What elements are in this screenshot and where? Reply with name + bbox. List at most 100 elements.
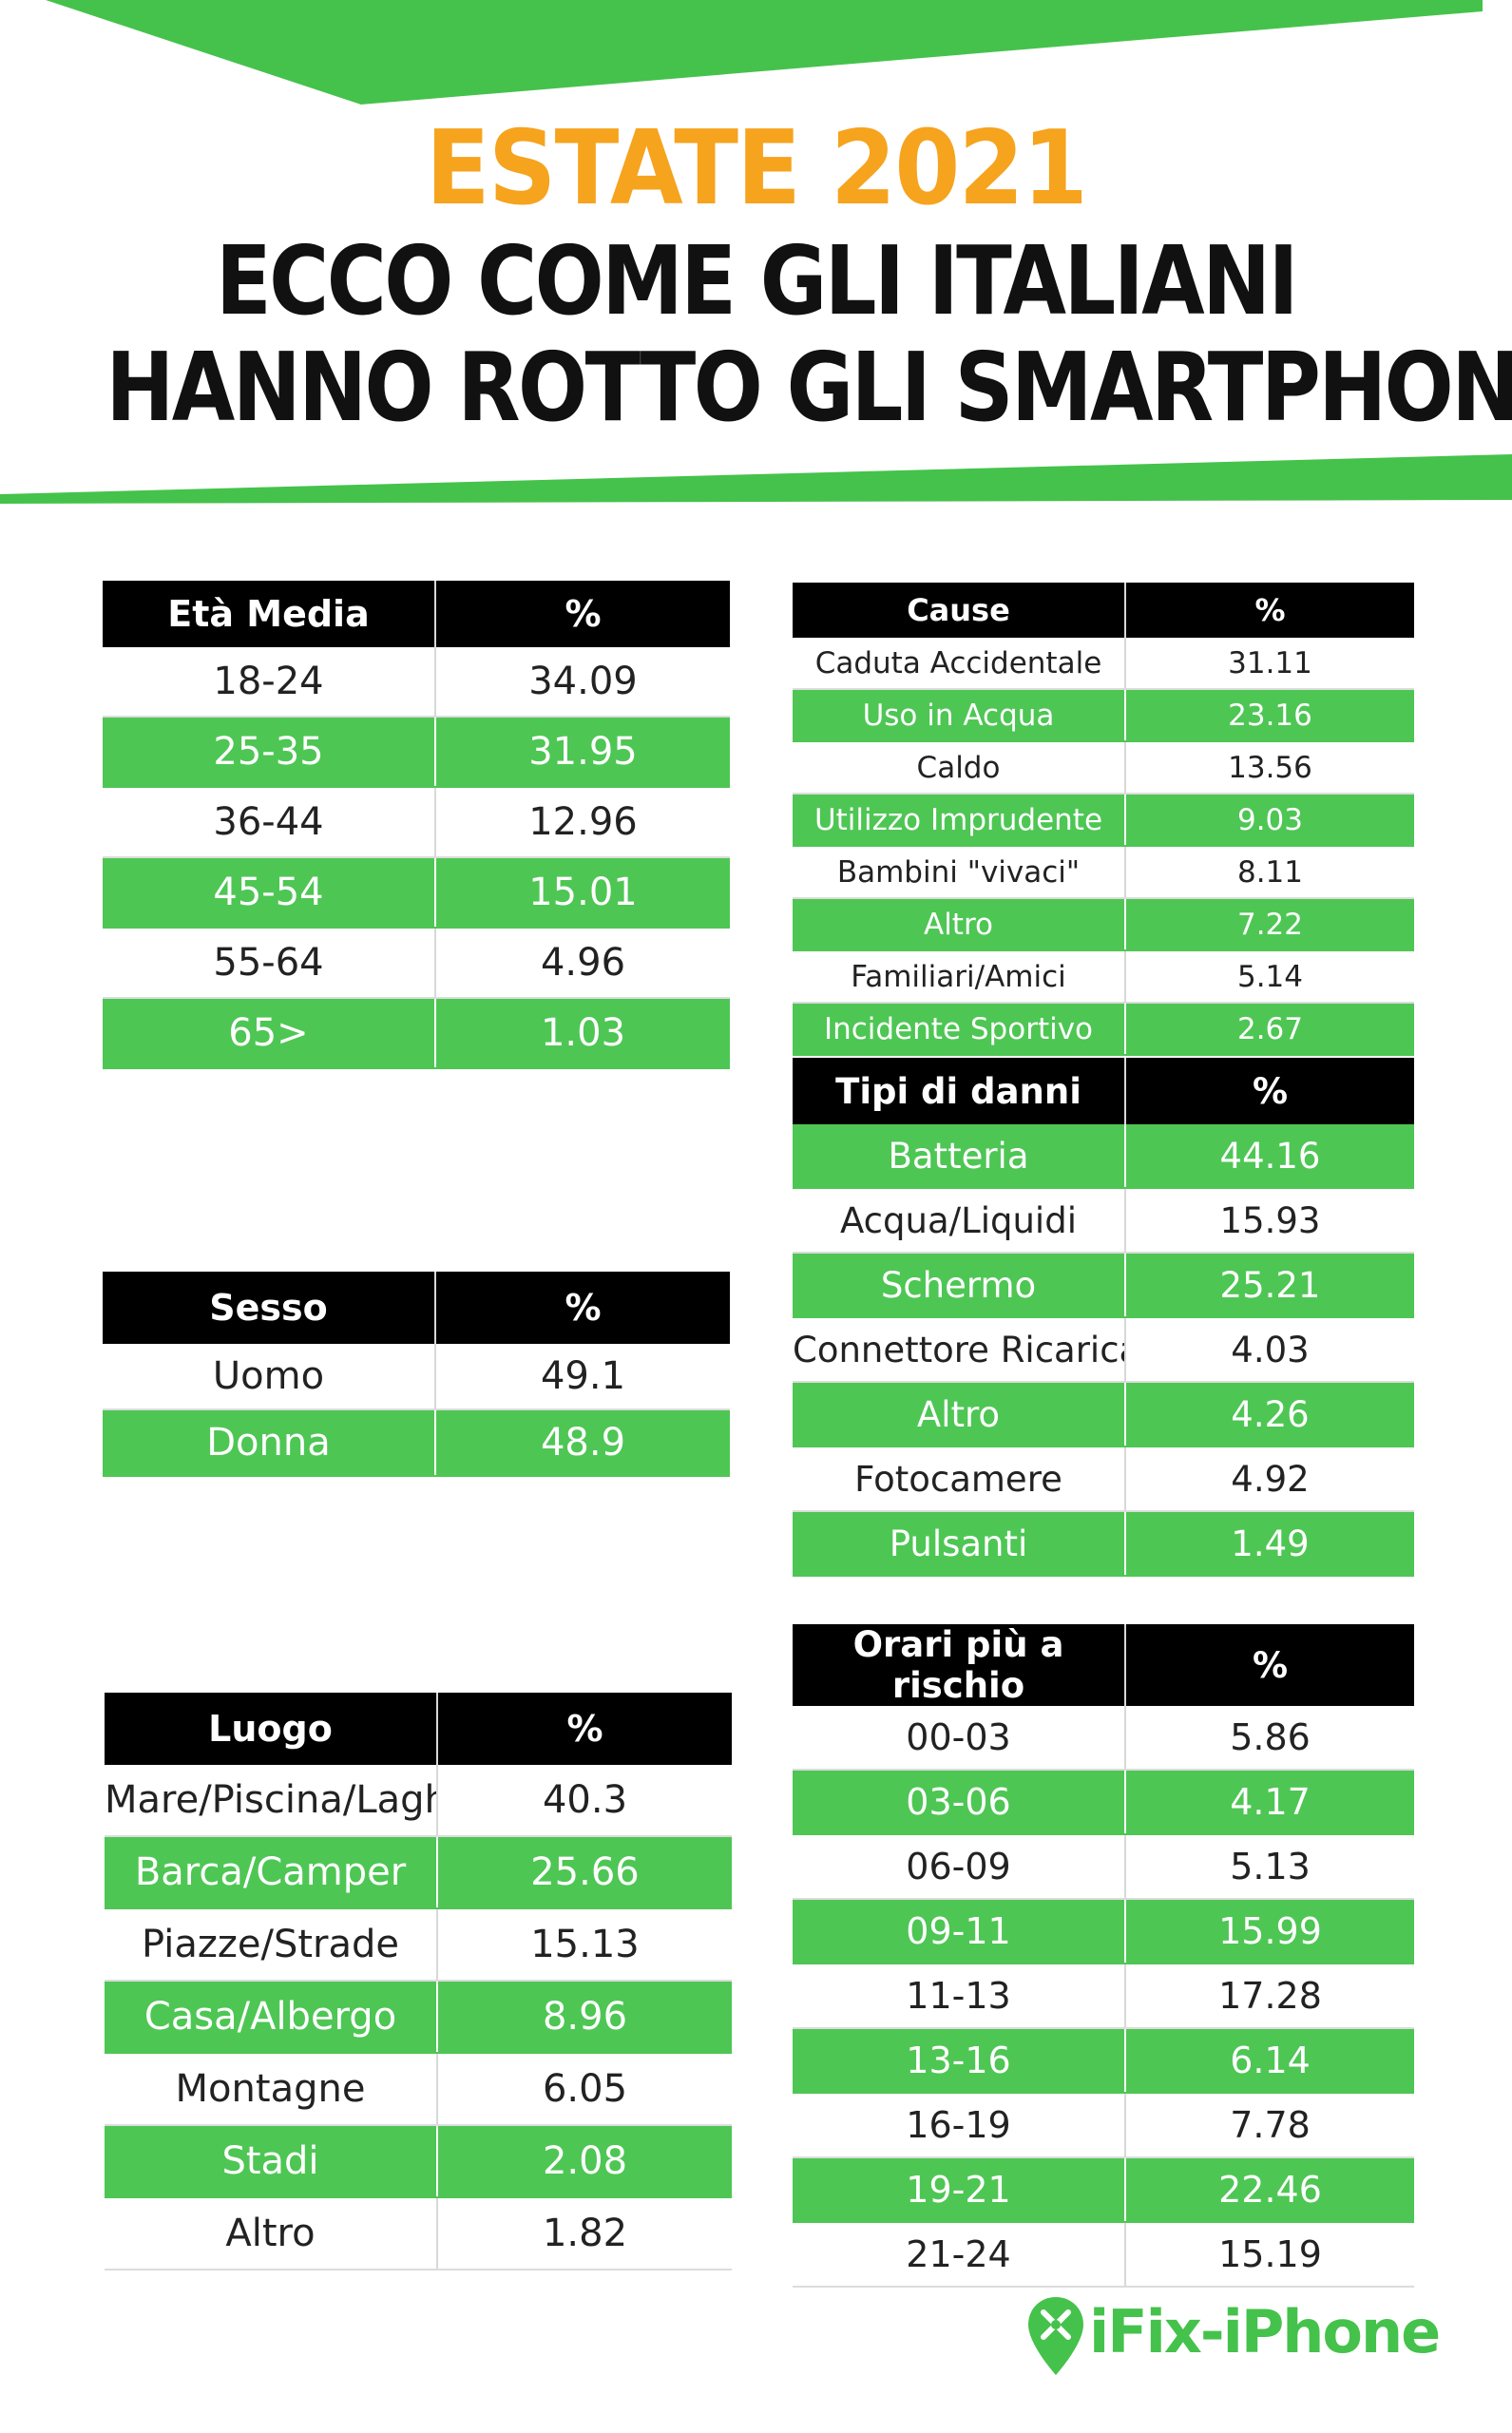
table-row: 16-19 7.78 <box>793 2093 1414 2158</box>
row-percent: 34.09 <box>435 647 730 718</box>
subtitle-line-1: ECCO COME GLI ITALIANI <box>216 225 1299 336</box>
table-row: Uomo 49.1 <box>103 1344 730 1410</box>
row-label: Casa/Albergo <box>105 1981 438 2054</box>
table-row: Altro 1.82 <box>105 2197 732 2270</box>
row-label: 11-13 <box>793 1964 1126 2029</box>
row-label: Batteria <box>793 1124 1126 1189</box>
row-label: Barca/Camper <box>105 1836 438 1909</box>
tipi-di-danni-table: Tipi di danni % Batteria 44.16 Acqua/Liqui… <box>793 1058 1414 1577</box>
row-label: Familiari/Amici <box>793 950 1126 1004</box>
table-header-percent: % <box>1125 583 1414 638</box>
title-block: ESTATE 2021 ECCO COME GLI ITALIANI HANNO… <box>0 109 1512 441</box>
row-label: 09-11 <box>793 1899 1126 1964</box>
table-row: 00-03 5.86 <box>793 1706 1414 1771</box>
row-label: 13-16 <box>793 2028 1126 2094</box>
table-row: Piazze/Strade 15.13 <box>105 1908 732 1982</box>
table-row: Barca/Camper 25.66 <box>105 1836 732 1909</box>
row-label: 36-44 <box>103 787 436 858</box>
row-label: Caldo <box>793 741 1126 795</box>
table-row: Incidente Sportivo 2.67 <box>793 1003 1414 1056</box>
row-percent: 7.22 <box>1125 898 1414 951</box>
row-percent: 15.93 <box>1125 1188 1414 1254</box>
row-label: Altro <box>793 898 1126 951</box>
table-row: 36-44 12.96 <box>103 787 730 858</box>
row-percent: 4.26 <box>1125 1382 1414 1447</box>
row-percent: 13.56 <box>1125 741 1414 795</box>
table-row: Caldo 13.56 <box>793 741 1414 795</box>
ifix-iphone-logo: iFix-iPhone <box>1024 2295 1441 2381</box>
row-label: 55-64 <box>103 928 436 999</box>
table-row: 25-35 31.95 <box>103 717 730 788</box>
table-row: 18-24 34.09 <box>103 647 730 718</box>
row-percent: 5.86 <box>1125 1706 1414 1771</box>
table-row: Caduta Accidentale 31.11 <box>793 638 1414 690</box>
luogo-table: Luogo % Mare/Piscina/Laghi 40.3 Barca/Camp… <box>105 1693 732 2270</box>
row-percent: 40.3 <box>437 1765 732 1837</box>
table-row: 09-11 15.99 <box>793 1899 1414 1964</box>
table-row: Utilizzo Imprudente 9.03 <box>793 794 1414 847</box>
table-header-row: Luogo % <box>105 1693 732 1765</box>
table-row: Donna 48.9 <box>103 1409 730 1477</box>
row-percent: 48.9 <box>435 1409 730 1477</box>
row-percent: 15.19 <box>1125 2222 1414 2288</box>
row-percent: 17.28 <box>1125 1964 1414 2029</box>
row-percent: 1.49 <box>1125 1511 1414 1577</box>
row-label: 18-24 <box>103 647 436 718</box>
eta-media-table: Età Media % 18-24 34.09 25-35 31.95 36-44 12.… <box>103 581 730 1069</box>
row-percent: 5.13 <box>1125 1834 1414 1900</box>
table-header-percent: % <box>437 1693 732 1765</box>
row-percent: 49.1 <box>435 1344 730 1410</box>
row-label: 03-06 <box>793 1770 1126 1835</box>
row-label: Altro <box>793 1382 1126 1447</box>
row-label: Altro <box>105 2197 438 2270</box>
table-header-percent: % <box>1125 1624 1414 1706</box>
row-percent: 23.16 <box>1125 689 1414 742</box>
table-header-row: Età Media % <box>103 581 730 647</box>
row-percent: 4.96 <box>435 928 730 999</box>
table-row: 03-06 4.17 <box>793 1770 1414 1835</box>
table-header-percent: % <box>435 581 730 647</box>
row-label: Utilizzo Imprudente <box>793 794 1126 847</box>
table-row: 11-13 17.28 <box>793 1964 1414 2029</box>
row-percent: 2.08 <box>437 2125 732 2198</box>
row-percent: 4.17 <box>1125 1770 1414 1835</box>
row-percent: 25.21 <box>1125 1253 1414 1318</box>
table-header-label: Luogo <box>105 1693 438 1765</box>
row-label: Piazze/Strade <box>105 1908 438 1982</box>
row-percent: 4.03 <box>1125 1317 1414 1383</box>
logo-text: iFix-iPhone <box>1089 2297 1441 2366</box>
table-header-row: Tipi di danni % <box>793 1058 1414 1124</box>
row-percent: 4.92 <box>1125 1446 1414 1512</box>
header-banner-graphic <box>0 0 1512 504</box>
row-label: 19-21 <box>793 2157 1126 2223</box>
table-row: 21-24 15.19 <box>793 2222 1414 2288</box>
table-row: Altro 7.22 <box>793 898 1414 951</box>
table-header-row: Cause % <box>793 583 1414 638</box>
table-header-percent: % <box>1125 1058 1414 1124</box>
subtitle-line-2: HANNO ROTTO GLI SMARTPHONE <box>105 332 1512 443</box>
row-percent: 1.03 <box>435 998 730 1069</box>
table-row: 06-09 5.13 <box>793 1834 1414 1900</box>
table-header-row: Orari più a rischio % <box>793 1624 1414 1706</box>
row-label: Mare/Piscina/Laghi <box>105 1765 438 1837</box>
row-label: Pulsanti <box>793 1511 1126 1577</box>
table-header-row: Sesso % <box>103 1272 730 1344</box>
top-green-band <box>46 0 1483 105</box>
table-row: 13-16 6.14 <box>793 2028 1414 2094</box>
row-label: 16-19 <box>793 2093 1126 2158</box>
table-row: Pulsanti 1.49 <box>793 1511 1414 1577</box>
row-percent: 31.11 <box>1125 638 1414 690</box>
row-label: Uso in Acqua <box>793 689 1126 742</box>
table-row: Batteria 44.16 <box>793 1124 1414 1189</box>
table-row: 45-54 15.01 <box>103 857 730 929</box>
row-label: 25-35 <box>103 717 436 788</box>
page-title: ESTATE 2021 <box>425 109 1088 228</box>
table-row: Montagne 6.05 <box>105 2053 732 2126</box>
row-label: Schermo <box>793 1253 1126 1318</box>
table-row: 65> 1.03 <box>103 998 730 1069</box>
table-row: Mare/Piscina/Laghi 40.3 <box>105 1765 732 1837</box>
row-label: Acqua/Liquidi <box>793 1188 1126 1254</box>
table-header-label: Orari più a rischio <box>793 1624 1126 1706</box>
row-percent: 9.03 <box>1125 794 1414 847</box>
table-row: Familiari/Amici 5.14 <box>793 950 1414 1004</box>
